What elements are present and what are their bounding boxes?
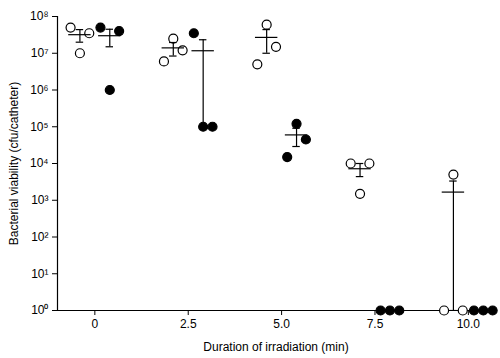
svg-text:10⁵: 10⁵ — [30, 120, 48, 134]
svg-text:10⁷: 10⁷ — [31, 46, 49, 60]
svg-text:10¹: 10¹ — [31, 267, 48, 281]
svg-text:10⁰: 10⁰ — [31, 303, 48, 317]
svg-text:10.0: 10.0 — [457, 317, 481, 331]
svg-text:2.5: 2.5 — [180, 317, 197, 331]
svg-text:0: 0 — [92, 317, 99, 331]
svg-text:10⁴: 10⁴ — [30, 156, 49, 170]
svg-text:10⁶: 10⁶ — [30, 83, 48, 97]
svg-text:7.5: 7.5 — [367, 317, 384, 331]
svg-text:Duration of irradiation (min): Duration of irradiation (min) — [203, 340, 348, 354]
svg-text:Bacterial viability (cfu/cathe: Bacterial viability (cfu/catheter) — [7, 82, 21, 245]
svg-text:5.0: 5.0 — [273, 317, 290, 331]
svg-text:10⁸: 10⁸ — [30, 9, 48, 23]
svg-text:10²: 10² — [31, 230, 48, 244]
svg-text:10³: 10³ — [31, 193, 48, 207]
